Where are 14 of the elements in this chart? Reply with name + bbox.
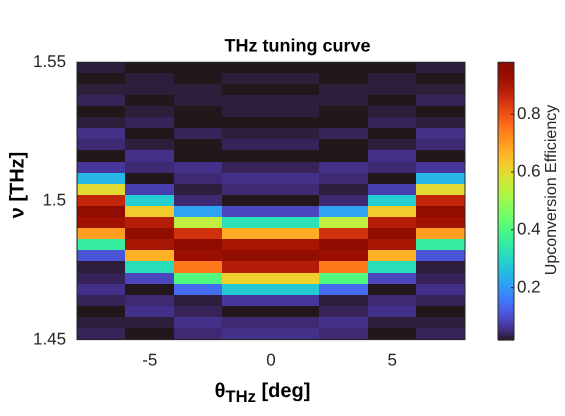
x-axis-title: θ$_{THz}$ [deg] xyxy=(214,380,312,407)
color-bar-label: 0.8 xyxy=(517,104,541,123)
x-tick-label: 0 xyxy=(266,350,276,370)
y-tick-label: 1.55 xyxy=(32,52,66,71)
x-tick-label: -5 xyxy=(142,350,158,370)
x-tick-label: 5 xyxy=(388,350,397,370)
color-bar-label: 0.4 xyxy=(517,219,541,238)
y-tick-label: 1.5 xyxy=(42,190,66,210)
chart-title: THz tuning curve xyxy=(224,35,371,56)
y-axis-title: ν [THz] xyxy=(6,152,30,218)
color-bar-label: 0.2 xyxy=(517,277,541,296)
color-bar-label: 0.6 xyxy=(517,162,541,181)
y-tick-label: 1.45 xyxy=(32,329,66,348)
color-bar-title: Upconversion Efficiency xyxy=(543,104,561,276)
